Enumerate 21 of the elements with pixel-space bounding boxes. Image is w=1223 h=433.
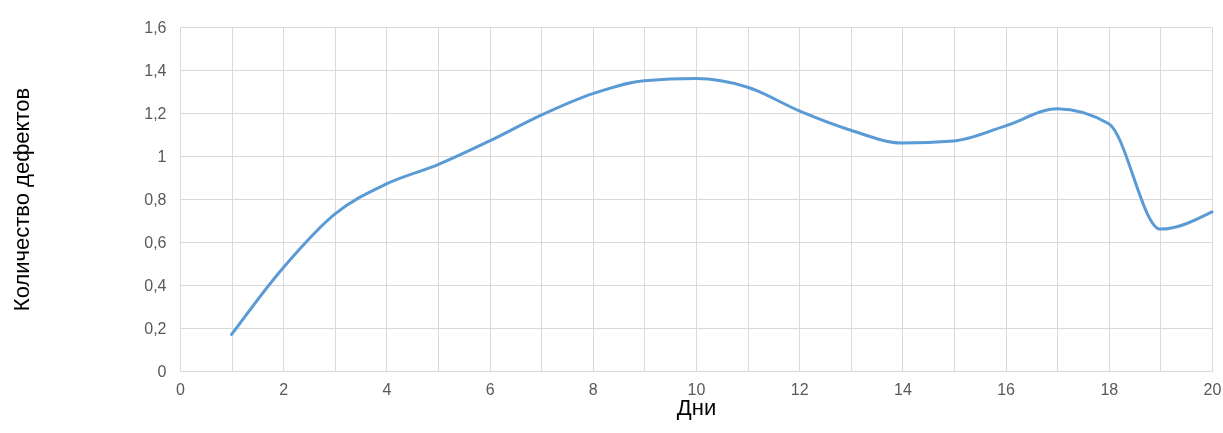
y-tick-label: 0,4 (144, 276, 167, 294)
y-tick-label: 0,8 (144, 190, 167, 208)
x-tick-label: 2 (279, 380, 289, 398)
x-tick-label: 6 (485, 380, 495, 398)
line-series (230, 77, 1214, 336)
x-tick-label: 12 (790, 380, 809, 398)
x-tick-label: 8 (588, 380, 598, 398)
x-tick-label: 18 (1100, 380, 1119, 398)
x-tick-label: 14 (894, 380, 912, 398)
x-tick-label: 0 (176, 380, 186, 398)
y-tick-label: 0 (157, 362, 167, 380)
y-tick-label: 1,2 (144, 104, 167, 122)
x-tick-label: 20 (1203, 380, 1222, 398)
y-tick-label: 0,2 (144, 319, 167, 337)
y-tick-label: 1,6 (144, 18, 167, 36)
x-tick-label: 4 (382, 380, 392, 398)
x-tick-label: 16 (997, 380, 1016, 398)
y-tick-label: 1,4 (144, 61, 167, 79)
y-axis-title: Количество дефектов (9, 87, 35, 312)
y-tick-label: 1 (157, 147, 167, 165)
y-tick-label: 0,6 (144, 233, 167, 251)
